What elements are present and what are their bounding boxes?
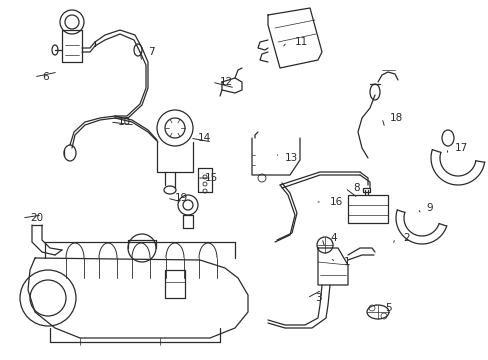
Text: 8: 8: [352, 183, 359, 193]
Text: 11: 11: [294, 37, 307, 47]
Text: 2: 2: [402, 233, 409, 243]
Text: 13: 13: [285, 153, 298, 163]
Text: 18: 18: [389, 113, 403, 123]
Text: 10: 10: [118, 117, 131, 127]
Bar: [347, 195, 387, 223]
Text: 12: 12: [220, 77, 233, 87]
Text: 20: 20: [30, 213, 43, 223]
Text: 14: 14: [198, 133, 211, 143]
Text: 16: 16: [329, 197, 343, 207]
Text: 1: 1: [343, 257, 350, 267]
Text: 19: 19: [175, 193, 188, 203]
Text: 7: 7: [148, 47, 154, 57]
Text: 5: 5: [384, 303, 391, 313]
Text: 6: 6: [42, 72, 48, 82]
Text: 3: 3: [314, 293, 321, 303]
Text: 4: 4: [329, 233, 336, 243]
Text: 17: 17: [454, 143, 468, 153]
Text: 15: 15: [204, 173, 218, 183]
Text: 9: 9: [425, 203, 432, 213]
